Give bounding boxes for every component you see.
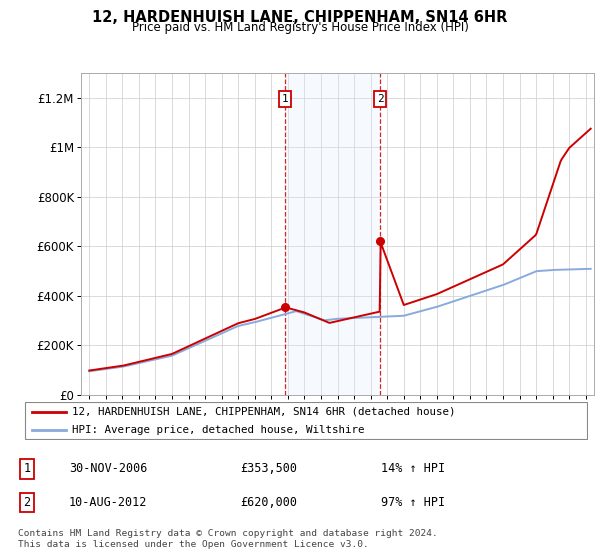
- Text: Price paid vs. HM Land Registry's House Price Index (HPI): Price paid vs. HM Land Registry's House …: [131, 21, 469, 34]
- Text: 10-AUG-2012: 10-AUG-2012: [69, 496, 148, 509]
- Text: 14% ↑ HPI: 14% ↑ HPI: [381, 462, 445, 475]
- Text: 97% ↑ HPI: 97% ↑ HPI: [381, 496, 445, 509]
- Text: 30-NOV-2006: 30-NOV-2006: [69, 462, 148, 475]
- Text: 2: 2: [23, 496, 31, 509]
- Text: This data is licensed under the Open Government Licence v3.0.: This data is licensed under the Open Gov…: [18, 540, 369, 549]
- Text: 1: 1: [23, 462, 31, 475]
- Text: 1: 1: [282, 94, 289, 104]
- Bar: [285, 73, 380, 395]
- Text: £620,000: £620,000: [240, 496, 297, 509]
- Text: HPI: Average price, detached house, Wiltshire: HPI: Average price, detached house, Wilt…: [72, 425, 364, 435]
- FancyBboxPatch shape: [25, 402, 587, 439]
- Text: 12, HARDENHUISH LANE, CHIPPENHAM, SN14 6HR: 12, HARDENHUISH LANE, CHIPPENHAM, SN14 6…: [92, 10, 508, 25]
- Text: £353,500: £353,500: [240, 462, 297, 475]
- Text: Contains HM Land Registry data © Crown copyright and database right 2024.: Contains HM Land Registry data © Crown c…: [18, 529, 438, 538]
- Text: 12, HARDENHUISH LANE, CHIPPENHAM, SN14 6HR (detached house): 12, HARDENHUISH LANE, CHIPPENHAM, SN14 6…: [72, 407, 455, 417]
- Text: 2: 2: [377, 94, 383, 104]
